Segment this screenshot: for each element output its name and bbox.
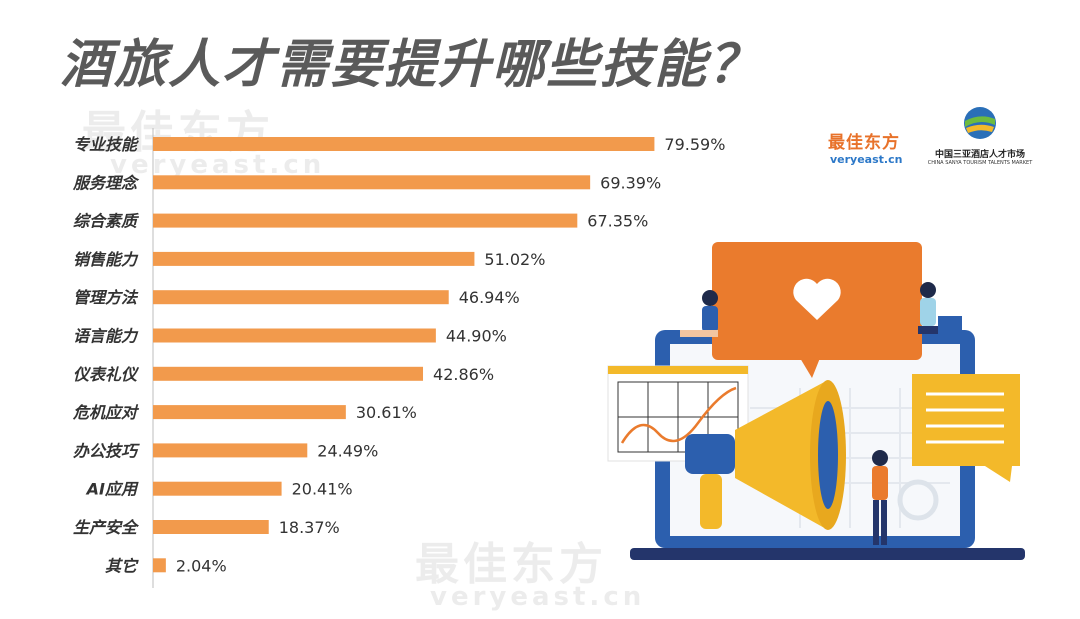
data-label: 67.35%: [587, 212, 648, 231]
data-label: 79.59%: [664, 135, 725, 154]
page-title: 酒旅人才需要提升哪些技能？: [60, 35, 763, 95]
category-label: 管理方法: [73, 288, 139, 307]
china-market-logo-cn: 中国三亚酒店人才市场: [934, 150, 1025, 160]
data-label: 44.90%: [446, 327, 507, 346]
category-label: 专业技能: [73, 135, 139, 154]
data-label: 2.04%: [176, 556, 227, 575]
veryeast-logo-en: veryeast.cn: [830, 153, 903, 166]
bar: [153, 213, 578, 228]
person-standing: [872, 450, 888, 545]
bar: [153, 443, 308, 458]
person-laptop-right: [918, 282, 962, 334]
veryeast-logo: 最佳东方 veryeast.cn: [828, 128, 902, 166]
category-label: 服务理念: [72, 173, 140, 192]
recycle-icon: [897, 479, 939, 521]
bar-chart: 专业技能 79.59% 服务理念 69.39% 综合素质 67.35% 销售能力 51.02%…: [72, 128, 725, 588]
speech-bubble-yellow: [912, 374, 1020, 466]
data-label: 69.39%: [600, 173, 661, 192]
bar: [153, 481, 282, 496]
watermark-url-bottom: veryeast.cn: [430, 582, 646, 612]
bar: [153, 558, 166, 573]
category-label: AI应用: [85, 480, 139, 499]
china-market-logo: 中国三亚酒店人才市场 CHINA SANYA TOURISM TALENTS M…: [925, 105, 1035, 166]
china-market-logo-en: CHINA SANYA TOURISM TALENTS MARKET: [927, 160, 1033, 166]
bar: [153, 520, 269, 534]
category-label: 综合素质: [73, 212, 140, 231]
bar: [153, 137, 655, 151]
category-label: 其它: [105, 556, 139, 575]
bar: [153, 251, 475, 266]
category-label: 办公技巧: [73, 441, 140, 460]
globe-icon: [964, 107, 996, 139]
bar: [153, 405, 346, 420]
category-label: 销售能力: [73, 250, 139, 269]
category-label: 语言能力: [73, 327, 139, 346]
data-label: 42.86%: [433, 365, 494, 384]
data-label: 18.37%: [279, 518, 340, 537]
data-label: 20.41%: [292, 480, 353, 499]
category-label: 危机应对: [72, 403, 140, 422]
bar: [153, 290, 449, 305]
data-label: 30.61%: [356, 403, 417, 422]
category-label: 仪表礼仪: [73, 365, 140, 384]
bar: [153, 366, 424, 381]
heart-icon: [793, 278, 841, 320]
watermark-brand-bottom: 最佳东方: [415, 539, 607, 590]
bar: [153, 328, 436, 343]
megaphone-icon: [685, 380, 846, 530]
person-sitting-left: [680, 290, 718, 337]
veryeast-logo-cn: 最佳东方: [828, 133, 900, 153]
monitor-base: [630, 548, 1025, 560]
watermark-url: veryeast.cn: [110, 150, 326, 180]
data-label: 24.49%: [317, 441, 378, 460]
data-label: 51.02%: [484, 250, 545, 269]
category-label: 生产安全: [73, 518, 140, 537]
marketing-illustration: [607, 242, 1025, 560]
bar: [153, 175, 591, 190]
data-label: 46.94%: [459, 288, 520, 307]
